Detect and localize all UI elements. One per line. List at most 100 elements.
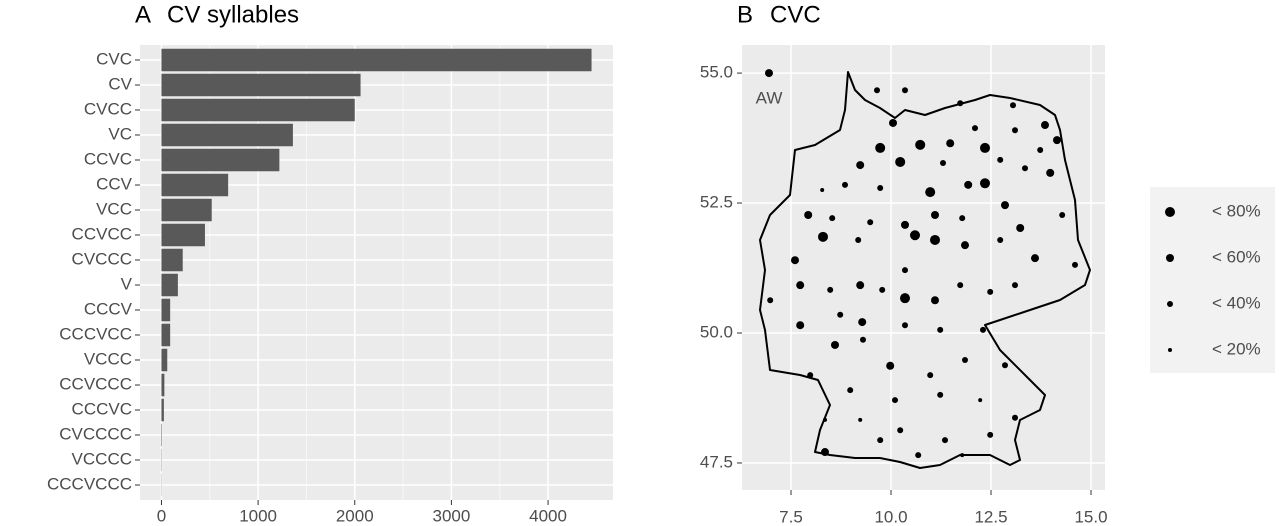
legend-key	[1167, 301, 1173, 307]
point	[901, 220, 909, 229]
point	[1046, 168, 1055, 177]
x-tick-label: 0	[157, 506, 166, 525]
bar	[161, 298, 171, 322]
y-tick-label: VCCC	[84, 349, 132, 368]
point	[877, 437, 884, 444]
point	[937, 326, 944, 333]
y-tick-label: CVCC	[84, 99, 132, 118]
point	[823, 417, 827, 422]
point	[821, 448, 829, 457]
bar	[161, 148, 280, 172]
bar	[161, 248, 183, 272]
point	[1022, 165, 1028, 172]
point	[931, 296, 939, 305]
point	[1012, 127, 1018, 134]
point	[796, 321, 805, 330]
point	[927, 372, 934, 379]
legend-background	[1150, 187, 1275, 373]
bar	[161, 373, 165, 397]
point	[1012, 282, 1018, 289]
point	[807, 372, 814, 379]
point	[1031, 254, 1039, 263]
point	[962, 357, 968, 364]
y-tick-label: VCC	[96, 199, 132, 218]
point	[930, 234, 940, 245]
point	[910, 230, 920, 241]
point	[892, 397, 898, 404]
point	[980, 142, 990, 153]
bar	[161, 348, 168, 372]
x-tick-label: 3000	[432, 506, 470, 525]
y-tick-label: CVC	[96, 49, 132, 68]
point	[886, 361, 895, 370]
point	[837, 311, 844, 318]
point	[957, 100, 964, 107]
point	[831, 340, 839, 349]
y-tick-label: CCCV	[84, 299, 133, 318]
point	[961, 241, 969, 250]
point	[856, 281, 865, 290]
point	[791, 256, 799, 265]
point	[829, 215, 836, 222]
point	[959, 215, 966, 222]
point	[874, 87, 880, 94]
point	[925, 187, 936, 198]
point	[902, 322, 908, 329]
grid	[742, 45, 1105, 490]
bar	[161, 198, 212, 222]
x-tick-label: 2000	[336, 506, 374, 525]
point	[858, 417, 863, 422]
point	[1053, 136, 1061, 145]
legend-label: < 20%	[1212, 339, 1261, 358]
legend-key	[1168, 348, 1172, 352]
point	[858, 318, 867, 327]
annotation: AW	[756, 89, 783, 108]
bar	[161, 98, 355, 122]
point	[997, 236, 1004, 243]
x-tick-label: 15.0	[1074, 507, 1107, 526]
point	[902, 267, 908, 274]
point	[915, 452, 922, 459]
y-tick-label: CCCVCCC	[47, 474, 132, 493]
x-tick-label: 1000	[239, 506, 277, 525]
point	[818, 231, 828, 242]
bar	[161, 123, 293, 147]
bar	[161, 398, 164, 422]
point	[895, 156, 906, 167]
point	[931, 210, 939, 219]
legend-label: < 60%	[1212, 247, 1261, 266]
y-tick-label: V	[121, 274, 133, 293]
y-tick-label: 50.0	[700, 322, 733, 341]
legend-label: < 40%	[1212, 293, 1261, 312]
point	[1012, 414, 1018, 421]
point	[889, 118, 897, 127]
panel-tag: A	[135, 1, 151, 28]
point	[937, 391, 944, 398]
y-tick-label: CVCCCC	[59, 424, 132, 443]
bar	[161, 73, 361, 97]
y-tick-label: CCV	[96, 174, 133, 193]
y-tick-label: CVCCC	[72, 249, 132, 268]
point	[902, 87, 908, 94]
point	[946, 139, 955, 148]
point	[1002, 362, 1008, 369]
y-tick-label: VCCCC	[72, 449, 132, 468]
point	[877, 184, 884, 191]
point	[987, 288, 994, 295]
point	[964, 180, 973, 189]
point	[972, 125, 978, 132]
point	[1001, 201, 1009, 210]
point	[960, 453, 965, 458]
point	[987, 431, 994, 438]
point	[879, 286, 886, 293]
point	[842, 181, 848, 188]
point	[997, 156, 1004, 163]
bar	[161, 173, 229, 197]
point	[796, 281, 805, 290]
y-tick-label: CV	[108, 74, 132, 93]
point	[860, 336, 866, 343]
legend-key	[1166, 254, 1174, 262]
point	[867, 219, 874, 226]
point	[980, 326, 986, 333]
x-tick-label: 4000	[529, 506, 567, 525]
